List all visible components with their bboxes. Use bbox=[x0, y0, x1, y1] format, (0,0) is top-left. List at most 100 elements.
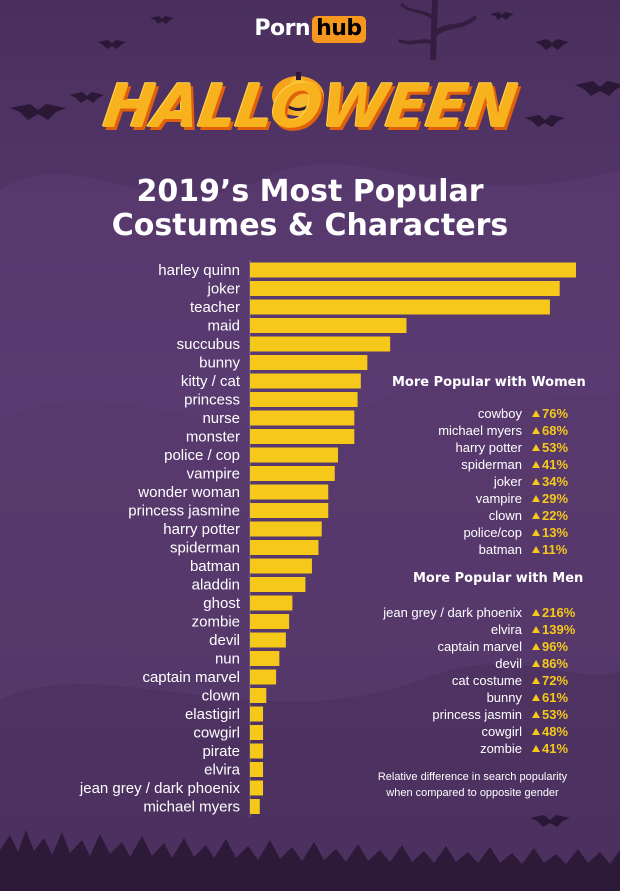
category-label: jean grey / dark phoenix bbox=[79, 780, 241, 797]
bar bbox=[250, 466, 335, 481]
brand-text-part2: hub bbox=[312, 16, 366, 43]
brand-logo: Porn hub bbox=[254, 16, 366, 43]
up-arrow-icon bbox=[532, 529, 540, 536]
category-label: pirate bbox=[202, 743, 240, 760]
men-item-label: cat costume bbox=[452, 673, 522, 688]
women-item-label: cowboy bbox=[478, 406, 523, 421]
women-item-value: 41% bbox=[542, 457, 568, 472]
women-item-value: 34% bbox=[542, 474, 568, 489]
category-label: bunny bbox=[199, 355, 240, 372]
up-arrow-icon bbox=[532, 745, 540, 752]
men-item-label: bunny bbox=[487, 690, 523, 705]
men-item-label: elvira bbox=[491, 622, 523, 637]
up-arrow-icon bbox=[532, 512, 540, 519]
men-item-label: jean grey / dark phoenix bbox=[382, 605, 522, 620]
bar bbox=[250, 577, 306, 592]
bar bbox=[250, 669, 277, 685]
women-item-value: 11% bbox=[542, 542, 568, 557]
category-label: zombie bbox=[192, 614, 240, 631]
men-item-value: 86% bbox=[542, 656, 568, 671]
men-item-value: 96% bbox=[542, 639, 568, 654]
category-label: devil bbox=[209, 632, 240, 649]
up-arrow-icon bbox=[532, 444, 540, 451]
footnote-line1: Relative difference in search popularity bbox=[377, 771, 568, 783]
up-arrow-icon bbox=[532, 728, 540, 735]
women-item-label: police/cop bbox=[463, 525, 522, 540]
women-item-label: batman bbox=[479, 542, 522, 557]
men-item-label: zombie bbox=[480, 741, 522, 756]
bar bbox=[250, 706, 264, 722]
category-label: maid bbox=[207, 318, 240, 335]
up-arrow-icon bbox=[532, 626, 540, 633]
bar bbox=[250, 262, 576, 278]
bar bbox=[250, 447, 339, 463]
up-arrow-icon bbox=[532, 711, 540, 718]
men-item-value: 72% bbox=[542, 673, 568, 688]
men-item-label: cowgirl bbox=[482, 724, 523, 739]
category-label: wonder woman bbox=[137, 484, 240, 501]
bar bbox=[250, 521, 322, 537]
up-arrow-icon bbox=[532, 495, 540, 502]
women-item-value: 29% bbox=[542, 491, 568, 506]
category-label: ghost bbox=[203, 595, 241, 612]
men-item-value: 61% bbox=[542, 690, 568, 705]
up-arrow-icon bbox=[532, 643, 540, 650]
bar bbox=[250, 688, 267, 703]
women-panel-heading: More Popular with Women bbox=[392, 375, 586, 390]
bar bbox=[250, 503, 329, 518]
men-item-label: princess jasmin bbox=[432, 707, 522, 722]
bar bbox=[250, 540, 319, 555]
tree-silhouette-icon bbox=[398, 0, 477, 60]
category-label: nurse bbox=[202, 410, 240, 427]
category-label: harley quinn bbox=[158, 262, 240, 279]
category-label: spiderman bbox=[170, 540, 240, 557]
bar bbox=[250, 799, 260, 814]
bar bbox=[250, 484, 329, 500]
up-arrow-icon bbox=[532, 694, 540, 701]
category-label: joker bbox=[206, 281, 240, 298]
bar bbox=[250, 299, 550, 315]
women-item-label: michael myers bbox=[438, 423, 522, 438]
bar bbox=[250, 632, 286, 648]
women-item-value: 68% bbox=[542, 423, 568, 438]
grass-silhouette bbox=[0, 830, 620, 891]
category-label: elvira bbox=[204, 762, 241, 779]
category-label: kitty / cat bbox=[181, 373, 241, 390]
bar bbox=[250, 762, 264, 777]
brand-text-part1: Porn bbox=[254, 16, 311, 41]
category-label: aladdin bbox=[192, 577, 240, 594]
bar bbox=[250, 410, 355, 426]
up-arrow-icon bbox=[532, 609, 540, 616]
women-item-label: harry potter bbox=[456, 440, 523, 455]
bar bbox=[250, 725, 264, 740]
women-item-label: joker bbox=[493, 474, 523, 489]
up-arrow-icon bbox=[532, 677, 540, 684]
bar bbox=[250, 355, 368, 370]
up-arrow-icon bbox=[532, 461, 540, 468]
bat-icon bbox=[10, 12, 620, 827]
category-label: princess bbox=[184, 392, 240, 409]
bar bbox=[250, 651, 280, 666]
footnote-line2: when compared to opposite gender bbox=[386, 787, 559, 799]
pumpkin-icon bbox=[272, 72, 324, 116]
category-label: teacher bbox=[190, 299, 240, 316]
category-label: captain marvel bbox=[142, 669, 240, 686]
category-label: elastigirl bbox=[185, 706, 240, 723]
bar bbox=[250, 614, 290, 629]
category-label: police / cop bbox=[164, 447, 240, 464]
bar bbox=[250, 318, 407, 333]
bar bbox=[250, 429, 355, 444]
men-item-value: 139% bbox=[542, 622, 576, 637]
men-item-value: 216% bbox=[542, 605, 576, 620]
category-label: succubus bbox=[177, 336, 240, 353]
up-arrow-icon bbox=[532, 546, 540, 553]
men-item-label: devil bbox=[495, 656, 522, 671]
category-label: michael myers bbox=[143, 799, 240, 816]
women-item-value: 53% bbox=[542, 440, 568, 455]
up-arrow-icon bbox=[532, 478, 540, 485]
men-item-value: 53% bbox=[542, 707, 568, 722]
bar bbox=[250, 558, 312, 574]
